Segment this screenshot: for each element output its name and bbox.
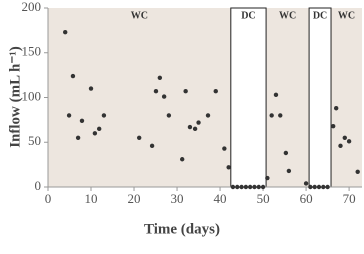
- x-tick-label: 10: [85, 191, 98, 206]
- x-tick-label: 0: [45, 191, 52, 206]
- point: [230, 184, 236, 190]
- point: [79, 118, 85, 123]
- point: [161, 94, 167, 99]
- x-tick-label: 50: [257, 191, 270, 206]
- point: [222, 146, 227, 151]
- point: [269, 113, 274, 118]
- point: [252, 184, 257, 190]
- point: [312, 184, 317, 190]
- point: [205, 113, 211, 118]
- point: [278, 113, 283, 118]
- x-tick-label: 30: [171, 191, 184, 206]
- point: [63, 29, 68, 35]
- x-tick-label: 20: [128, 191, 141, 206]
- point: [75, 135, 81, 140]
- y-tick-label: 50: [28, 133, 41, 148]
- point: [166, 113, 172, 118]
- x-axis-title: Time (days): [144, 221, 220, 237]
- point: [338, 143, 343, 149]
- point: [256, 184, 261, 190]
- point: [286, 168, 292, 174]
- point: [66, 113, 72, 118]
- point: [333, 106, 339, 111]
- point: [321, 184, 326, 190]
- point: [325, 184, 330, 190]
- point: [283, 150, 289, 156]
- point: [70, 73, 76, 79]
- region-label: WC: [338, 10, 355, 21]
- point: [308, 184, 313, 190]
- point: [260, 184, 266, 190]
- point: [183, 89, 188, 94]
- point: [265, 175, 270, 181]
- point: [316, 184, 322, 190]
- y-tick-label: 100: [22, 88, 42, 103]
- y-tick-label: 150: [22, 44, 42, 59]
- x-tick-label: 70: [343, 191, 356, 206]
- point: [342, 135, 347, 140]
- point: [346, 139, 352, 144]
- point: [153, 89, 159, 94]
- point: [247, 184, 253, 190]
- region-label: WC: [279, 10, 296, 21]
- point: [192, 126, 198, 132]
- point: [196, 120, 201, 125]
- point: [273, 92, 279, 98]
- point: [355, 169, 360, 174]
- y-tick-label: 0: [35, 178, 42, 193]
- point: [243, 184, 249, 190]
- region: [308, 7, 332, 188]
- point: [303, 181, 309, 186]
- x-tick-label: 60: [300, 191, 313, 206]
- region-label: DC: [313, 10, 327, 21]
- region-label: DC: [241, 10, 255, 21]
- point: [213, 89, 218, 94]
- x-tick-label: 40: [214, 191, 227, 206]
- point: [239, 184, 244, 190]
- point: [92, 131, 98, 136]
- region-label: WC: [131, 10, 148, 21]
- point: [180, 157, 185, 162]
- point: [235, 184, 240, 190]
- point: [149, 143, 155, 149]
- y-tick-label: 200: [22, 0, 42, 14]
- point: [330, 123, 336, 129]
- point: [96, 126, 102, 132]
- y-axis-title: Inflow (mL h⁻¹): [7, 46, 23, 148]
- point: [136, 135, 142, 140]
- point: [187, 124, 193, 130]
- point: [101, 113, 107, 118]
- point: [88, 86, 94, 91]
- point: [157, 75, 163, 81]
- point: [226, 165, 231, 170]
- region: [230, 7, 267, 188]
